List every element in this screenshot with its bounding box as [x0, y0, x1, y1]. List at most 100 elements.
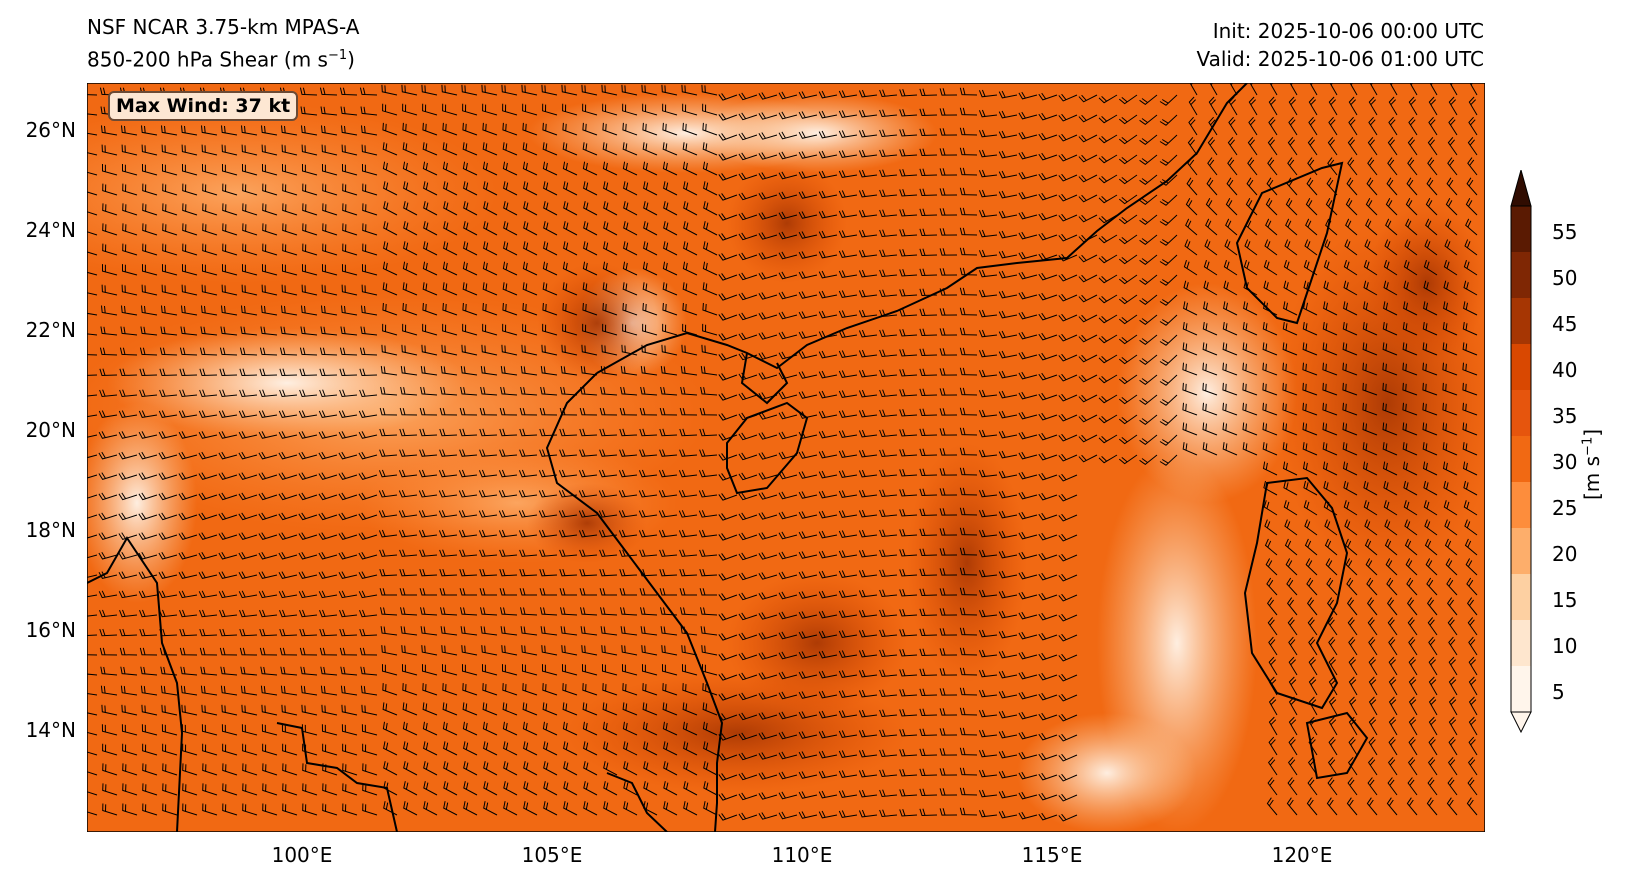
- wind-barb: [558, 489, 578, 498]
- wind-barb: [1422, 382, 1438, 396]
- wind-barb: [321, 284, 338, 296]
- wind-barb: [1323, 301, 1338, 316]
- wind-barb: [1188, 96, 1198, 116]
- wind-barb: [298, 512, 318, 521]
- wind-barb: [718, 773, 738, 781]
- wind-barb: [718, 633, 738, 641]
- wind-barb: [1182, 402, 1198, 416]
- wind-barb: [220, 666, 238, 676]
- wind-barb: [1284, 519, 1298, 536]
- wind-barb: [1139, 194, 1158, 206]
- colorbar-segment: [1511, 528, 1531, 574]
- wind-barb: [418, 529, 438, 538]
- wind-barb: [199, 609, 218, 618]
- wind-barb: [682, 683, 698, 696]
- wind-barb: [180, 326, 198, 336]
- wind-barb: [1266, 177, 1278, 196]
- wind-barb: [642, 683, 658, 696]
- wind-barb: [1308, 656, 1318, 676]
- wind-barb: [559, 568, 578, 577]
- wind-barb: [1266, 577, 1278, 596]
- wind-barb: [360, 326, 378, 336]
- wind-barb: [502, 161, 518, 176]
- wind-barb: [362, 264, 378, 276]
- wind-barb: [1058, 713, 1078, 722]
- wind-barb: [879, 449, 898, 458]
- wind-barb: [699, 588, 717, 596]
- wind-barb: [1263, 500, 1278, 516]
- wind-barb: [1139, 154, 1158, 166]
- wind-barb: [959, 607, 978, 616]
- wind-barb: [440, 365, 458, 376]
- wind-barb: [600, 607, 618, 616]
- wind-barb: [302, 763, 318, 776]
- wind-barb: [362, 763, 378, 776]
- wind-barb: [379, 407, 398, 416]
- wind-barb: [1422, 442, 1438, 456]
- wind-barb: [1447, 756, 1458, 776]
- wind-barb: [542, 302, 558, 316]
- wind-barb: [98, 512, 118, 521]
- wind-barb: [623, 221, 638, 236]
- wind-barb: [838, 470, 858, 478]
- wind-barb: [479, 407, 498, 416]
- wind-barb: [1407, 136, 1418, 156]
- wind-barb: [242, 763, 258, 776]
- colorbar: [1510, 170, 1532, 734]
- wind-barb: [278, 451, 298, 460]
- wind-barb: [778, 111, 798, 120]
- wind-barb: [1058, 793, 1078, 802]
- wind-barb: [242, 183, 258, 196]
- wind-barb: [179, 389, 198, 398]
- wind-barb: [298, 590, 318, 599]
- wind-barb: [1448, 96, 1458, 116]
- wind-barb: [423, 221, 438, 236]
- wind-barb: [562, 142, 578, 156]
- wind-barb: [218, 410, 238, 418]
- wind-barb: [301, 144, 318, 156]
- wind-barb: [238, 532, 258, 540]
- wind-barb: [1038, 192, 1058, 201]
- wind-barb: [1038, 332, 1058, 341]
- wind-barb: [502, 282, 518, 296]
- wind-barb: [1347, 157, 1358, 176]
- wind-barb: [198, 532, 218, 540]
- wind-barb: [483, 181, 498, 196]
- wind-barbs: [87, 83, 1478, 822]
- wind-barb: [138, 451, 158, 460]
- wind-barb: [718, 613, 738, 621]
- wind-barb: [959, 587, 978, 596]
- wind-barb: [738, 192, 758, 201]
- wind-barb: [359, 347, 378, 356]
- wind-barb: [1283, 259, 1298, 276]
- wind-barb: [419, 549, 438, 557]
- wind-barb: [359, 647, 378, 656]
- wind-barb: [260, 666, 278, 676]
- wind-barb: [302, 243, 318, 256]
- wind-barb: [1223, 301, 1238, 316]
- wind-barb: [1139, 294, 1158, 306]
- wind-barb: [838, 710, 858, 718]
- wind-barb: [221, 704, 238, 716]
- wind-barb: [1263, 259, 1278, 276]
- wind-barb: [1388, 116, 1398, 136]
- wind-barb: [778, 251, 798, 260]
- wind-barb: [261, 305, 278, 316]
- wind-barb: [1465, 558, 1478, 576]
- wind-barb: [461, 344, 478, 356]
- wind-barb: [181, 704, 198, 716]
- wind-barb: [581, 645, 598, 656]
- wind-barb: [838, 90, 858, 98]
- colorbar-segment: [1511, 298, 1531, 344]
- wind-barb: [939, 428, 958, 436]
- wind-barb: [1182, 322, 1198, 336]
- wind-barb: [1098, 314, 1118, 324]
- wind-barb: [320, 666, 338, 676]
- wind-barb: [261, 284, 278, 296]
- wind-barb: [542, 683, 558, 696]
- wind-barb: [1202, 402, 1218, 416]
- wind-barb: [1098, 394, 1118, 404]
- wind-barb: [939, 648, 958, 656]
- wind-barb: [1242, 422, 1258, 436]
- wind-barb: [1423, 500, 1438, 516]
